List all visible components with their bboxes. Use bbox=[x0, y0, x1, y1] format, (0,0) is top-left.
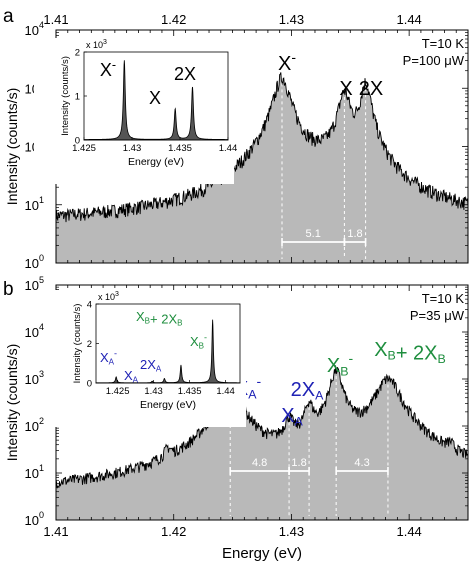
panel-label: a bbox=[3, 6, 14, 27]
inset-peak-label-1: XA bbox=[124, 368, 139, 384]
condition-label: T=10 K bbox=[422, 36, 465, 51]
inset-y-axis-label: Intensity (counts/s) bbox=[60, 56, 71, 136]
spacing-label-1: 1.8 bbox=[347, 228, 362, 240]
x-tick-label: 1.42 bbox=[161, 524, 186, 539]
spacing-label-1: 1.8 bbox=[291, 457, 306, 469]
x-tick-label: 1.41 bbox=[43, 524, 68, 539]
y-axis-label: Intensity (counts/s) bbox=[4, 344, 20, 462]
spectrum-fill bbox=[56, 72, 468, 263]
inset-multiplier: x 103 bbox=[86, 39, 107, 50]
spectrum-fill bbox=[56, 365, 468, 520]
condition-label: P=100 μW bbox=[403, 53, 465, 68]
spacing-label-0: 4.8 bbox=[252, 457, 267, 469]
spectrum-series bbox=[56, 365, 468, 520]
y-axis-label: Intensity (counts/s) bbox=[4, 88, 20, 206]
top-tick-label: 1.43 bbox=[279, 12, 304, 27]
condition-label: P=35 μW bbox=[410, 308, 465, 323]
top-tick-label: 1.42 bbox=[161, 12, 186, 27]
inset: 1.425 1.43 1.435 1.44 0 1 2 x 103 Energy (eV) Int… bbox=[34, 38, 237, 184]
inset-peak-label-0: X- bbox=[100, 58, 116, 80]
inset-peak-label-1: X bbox=[149, 88, 161, 108]
inset-y-tick-label: 0 bbox=[75, 136, 80, 147]
y-tick-label: 103 bbox=[25, 369, 44, 387]
inset-peak-label-0: XA- bbox=[100, 348, 117, 366]
inset-spectrum bbox=[83, 60, 229, 141]
inset-x-tick-label: 1.43 bbox=[144, 386, 163, 397]
inset-peak-label-4: XB+ 2XB bbox=[136, 309, 183, 328]
spectrum-line bbox=[56, 365, 468, 489]
peak-label-0: X- bbox=[278, 49, 296, 75]
top-tick-label: 1.44 bbox=[396, 12, 421, 27]
spacing-label-2: 4.3 bbox=[354, 457, 369, 469]
inset-x-tick-label: 1.435 bbox=[178, 386, 202, 397]
inset-x-axis-label: Energy (eV) bbox=[140, 399, 196, 411]
condition-label: T=10 K bbox=[422, 291, 465, 306]
inset-x-tick-label: 1.43 bbox=[123, 143, 142, 154]
spectrum-series bbox=[56, 72, 468, 263]
peak-label-3: XB- bbox=[327, 350, 354, 378]
y-tick-label: 100 bbox=[25, 510, 44, 528]
inset-y-tick-label: 4 bbox=[87, 300, 92, 311]
y-tick-label: 102 bbox=[25, 416, 44, 434]
inset-x-tick-label: 1.44 bbox=[216, 386, 235, 397]
top-tick-label: 1.41 bbox=[43, 12, 68, 27]
inset: 1.425 1.43 1.435 1.44 0 2 4 x 103 Energy (eV) Int… bbox=[46, 290, 246, 427]
y-tick-label: 104 bbox=[25, 20, 44, 38]
inset-y-tick-label: 1 bbox=[75, 92, 80, 103]
spectrum-line bbox=[56, 72, 468, 224]
inset-y-tick-label: 2 bbox=[75, 48, 80, 59]
inset-background bbox=[34, 38, 234, 184]
inset-multiplier: x 103 bbox=[98, 291, 119, 302]
inset-peak-label-2: 2X bbox=[174, 64, 196, 84]
inset-x-tick-label: 1.425 bbox=[72, 143, 96, 154]
inset-spectrum bbox=[95, 319, 241, 384]
peak-label-2: 2X bbox=[359, 78, 383, 100]
inset-y-tick-label: 2 bbox=[87, 339, 92, 350]
panel-label: b bbox=[3, 279, 14, 300]
peak-label-1: X bbox=[339, 78, 352, 100]
peak-label-4: XB+ 2XB bbox=[374, 339, 446, 366]
inset-x-axis-label: Energy (eV) bbox=[128, 156, 184, 168]
peak-label-2: 2XA bbox=[291, 379, 324, 403]
x-tick-label: 1.44 bbox=[396, 524, 421, 539]
y-tick-label: 101 bbox=[25, 463, 44, 481]
x-axis-label: Energy (eV) bbox=[222, 545, 302, 562]
inset-x-tick-label: 1.44 bbox=[219, 143, 238, 154]
y-tick-label: 105 bbox=[25, 275, 44, 293]
inset-peak-label-3: XB- bbox=[190, 332, 207, 350]
x-tick-label: 1.43 bbox=[279, 524, 304, 539]
inset-peak-label-2: 2XA bbox=[140, 357, 162, 373]
y-tick-label: 100 bbox=[25, 253, 44, 271]
y-tick-label: 101 bbox=[25, 195, 44, 213]
y-tick-label: 104 bbox=[25, 322, 44, 340]
panel-b: 4.8 1.8 4.3 1.41 1.42 1.43 1.44 100 101 102 103 104… bbox=[3, 275, 469, 562]
spacing-label-0: 5.1 bbox=[306, 228, 321, 240]
panel-a: 5.11.81.411.421.431.44100101102103104Int… bbox=[3, 6, 469, 271]
peak-label-1: XA bbox=[281, 405, 303, 429]
inset-y-tick-label: 0 bbox=[87, 379, 92, 390]
inset-y-axis-label: Intensity (counts/s) bbox=[72, 304, 83, 384]
inset-x-tick-label: 1.435 bbox=[168, 143, 192, 154]
inset-x-tick-label: 1.425 bbox=[106, 386, 130, 397]
